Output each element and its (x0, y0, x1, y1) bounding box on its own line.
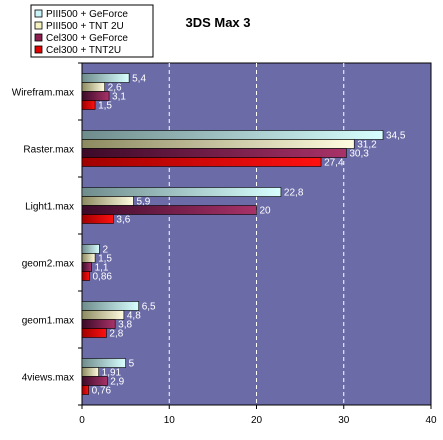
data-label: 3,8 (118, 320, 132, 331)
x-tick-label: 30 (338, 415, 350, 426)
data-label: 1,5 (98, 101, 112, 112)
category-label: 4views.max (22, 373, 74, 384)
legend (30, 4, 154, 58)
legend-label: Cel300 + TNT2U (46, 45, 121, 56)
legend-label: Cel300 + GeForce (46, 33, 128, 44)
data-label: 1,1 (95, 263, 109, 274)
bar (81, 367, 99, 377)
data-label: 30,3 (349, 149, 369, 160)
data-label: 2,6 (108, 83, 122, 94)
bar (81, 301, 140, 311)
bar (81, 319, 116, 329)
legend-swatch (34, 33, 43, 42)
data-label: 0,76 (92, 386, 112, 397)
bar (81, 196, 134, 206)
data-label: 6,5 (142, 302, 156, 313)
bar (81, 91, 110, 101)
x-tick-label: 0 (79, 415, 85, 426)
bar (81, 187, 282, 197)
bar (81, 328, 107, 338)
bar (81, 157, 322, 167)
category-label: geom2.max (22, 259, 74, 270)
data-label: 4,8 (127, 311, 141, 322)
bar (81, 214, 114, 224)
data-label: 22,8 (284, 188, 304, 199)
bar (81, 73, 130, 83)
data-label: 5,4 (132, 74, 146, 85)
bar (81, 205, 257, 215)
data-label: 3,1 (112, 92, 126, 103)
data-label: 27,4 (324, 158, 344, 169)
legend-label: PIII500 + GeForce (46, 9, 128, 20)
category-label: geom1.max (22, 316, 74, 327)
data-label: 1,5 (98, 254, 112, 265)
bar (81, 376, 108, 386)
bar (81, 244, 100, 254)
data-label: 2 (102, 245, 108, 256)
category-label: Wirefram.max (12, 88, 74, 99)
chart-title: 3DS Max 3 (185, 15, 250, 30)
bar (81, 82, 105, 92)
data-label: 5 (129, 359, 135, 370)
bar (81, 271, 90, 281)
data-label: 34,5 (386, 131, 406, 142)
legend-swatch (34, 9, 43, 18)
legend-label: PIII500 + TNT 2U (46, 21, 124, 32)
data-label: 20 (260, 206, 272, 217)
legend-swatch (34, 21, 43, 30)
x-tick-label: 10 (164, 415, 176, 426)
data-label: 2,9 (110, 377, 124, 388)
data-label: 31,2 (357, 140, 377, 151)
bar (81, 139, 355, 149)
data-label: 5,9 (136, 197, 150, 208)
legend-swatch (34, 45, 43, 54)
x-tick-label: 40 (425, 415, 437, 426)
category-label: Light1.max (25, 202, 74, 213)
bar (81, 253, 96, 263)
data-label: 2,8 (109, 329, 123, 340)
bar (81, 130, 384, 140)
bar (81, 310, 125, 320)
category-label: Raster.max (23, 145, 74, 156)
data-label: 3,6 (116, 215, 130, 226)
data-label: 1,91 (102, 368, 122, 379)
bar (81, 148, 347, 158)
x-tick-label: 20 (251, 415, 263, 426)
data-label: 0,86 (93, 272, 113, 283)
bar (81, 385, 89, 395)
bar (81, 262, 92, 272)
bar (81, 100, 96, 110)
bar (81, 358, 126, 368)
